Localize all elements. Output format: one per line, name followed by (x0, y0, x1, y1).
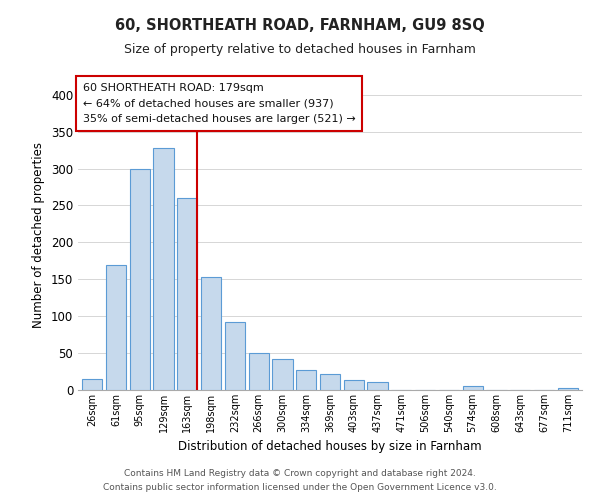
Bar (225, 322, 245, 390)
Bar (557, 388, 578, 390)
Bar (154, 148, 173, 390)
Text: 60, SHORTHEATH ROAD, FARNHAM, GU9 8SQ: 60, SHORTHEATH ROAD, FARNHAM, GU9 8SQ (115, 18, 485, 32)
Bar (367, 382, 388, 390)
Text: 60 SHORTHEATH ROAD: 179sqm
← 64% of detached houses are smaller (937)
35% of sem: 60 SHORTHEATH ROAD: 179sqm ← 64% of deta… (83, 83, 356, 124)
Bar (344, 380, 364, 390)
Bar (201, 277, 221, 390)
Bar (463, 386, 483, 390)
X-axis label: Distribution of detached houses by size in Farnham: Distribution of detached houses by size … (178, 440, 482, 454)
Text: Size of property relative to detached houses in Farnham: Size of property relative to detached ho… (124, 42, 476, 56)
Bar (272, 359, 293, 390)
Y-axis label: Number of detached properties: Number of detached properties (32, 142, 46, 328)
Text: Contains HM Land Registry data © Crown copyright and database right 2024.: Contains HM Land Registry data © Crown c… (124, 468, 476, 477)
Bar (130, 168, 150, 390)
Bar (320, 374, 340, 390)
Bar (82, 379, 103, 390)
Bar (296, 370, 316, 390)
Bar (177, 198, 197, 390)
Bar (106, 264, 126, 390)
Bar (248, 353, 269, 390)
Text: Contains public sector information licensed under the Open Government Licence v3: Contains public sector information licen… (103, 484, 497, 492)
